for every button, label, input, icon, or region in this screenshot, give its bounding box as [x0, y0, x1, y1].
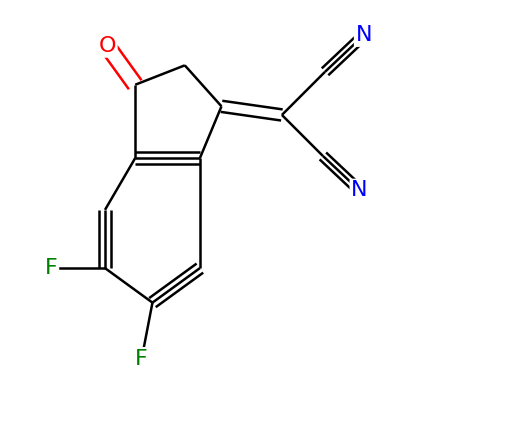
Text: O: O — [98, 36, 116, 56]
Text: N: N — [351, 180, 368, 201]
Text: F: F — [45, 258, 57, 278]
Text: F: F — [135, 349, 148, 369]
Text: N: N — [356, 25, 372, 45]
